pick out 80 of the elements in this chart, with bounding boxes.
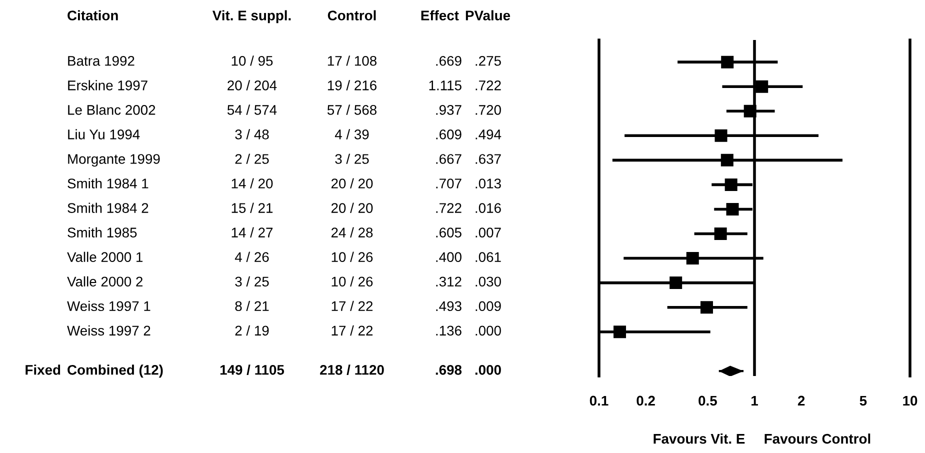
text: .009	[476, 301, 501, 312]
text: .722	[436, 203, 462, 213]
x-tick-label: 5	[860, 396, 867, 406]
text: .000	[476, 326, 501, 336]
x-tick-label: 0.2	[636, 396, 655, 406]
text: 15 / 21	[232, 202, 273, 213]
category-label: Weiss 1997 1	[67, 300, 150, 312]
text: Citation	[68, 10, 118, 20]
text: .609	[436, 130, 462, 140]
text: .493	[436, 301, 462, 312]
category-label: Valle 2000 1	[67, 252, 143, 262]
text: .136	[436, 326, 462, 336]
text: 3 / 25	[335, 154, 369, 164]
text: 1.115	[429, 80, 462, 90]
text: Favours Vit. E	[654, 434, 745, 444]
text: 19 / 216	[328, 80, 376, 90]
category-label: Smith 1984 2	[68, 202, 148, 213]
text: 10 / 26	[332, 276, 373, 287]
x-tick-label: 0.1	[590, 396, 608, 406]
text: .016	[476, 203, 501, 213]
text: .013	[476, 178, 501, 188]
text: 218 / 1120	[320, 364, 384, 375]
text: .494	[476, 130, 502, 140]
category-label: Combined (12)	[68, 364, 163, 378]
text: Favours Control	[764, 434, 870, 444]
text: 149 / 1105	[220, 364, 284, 375]
x-tick-label: 2	[798, 396, 805, 406]
text: .720	[476, 105, 501, 115]
text: 4 / 39	[334, 129, 369, 140]
text: 20 / 20	[331, 178, 373, 188]
text: .637	[476, 154, 501, 164]
category-label: Morgante 1999	[68, 154, 160, 167]
text: .707	[436, 178, 462, 188]
x-tick-label: 0.5	[698, 396, 717, 406]
category-label: Le Blanc 2002	[68, 104, 156, 115]
text: 24 / 28	[331, 227, 373, 238]
text: .061	[476, 252, 501, 262]
text: 20 / 20	[331, 202, 373, 213]
text: .007	[476, 228, 501, 238]
text: 3 / 25	[235, 276, 269, 287]
x-tick-label: 1	[752, 396, 758, 406]
text: 20 / 204	[228, 80, 277, 90]
category-label: Valle 2000 2	[67, 276, 142, 287]
text: .030	[476, 276, 501, 287]
text: .669	[436, 56, 462, 66]
text: 14 / 20	[232, 178, 273, 188]
text: .000	[475, 364, 501, 375]
text: 10 / 95	[232, 56, 273, 66]
category-label: Vit. E suppl.	[212, 10, 291, 24]
text: .722	[476, 80, 501, 90]
text: .400	[436, 252, 462, 262]
text: 17 / 22	[332, 300, 373, 312]
category-label: Weiss 1997 2	[67, 325, 150, 336]
category-label: Liu Yu 1994	[68, 129, 140, 140]
text: 10 / 26	[332, 252, 373, 262]
text: 8 / 21	[235, 300, 269, 312]
category-label: Smith 1985	[68, 227, 137, 238]
category-label: PValue	[466, 10, 510, 20]
text: .275	[476, 56, 501, 66]
category-label: Batra 1992	[68, 56, 134, 66]
category-label: Smith 1984 1	[68, 178, 148, 188]
category-label: Control	[328, 10, 376, 20]
text: .937	[436, 105, 462, 115]
text: 3 / 48	[235, 129, 269, 140]
x-tick-label: 10	[903, 396, 918, 406]
text: 17 / 22	[332, 325, 373, 336]
text: 2 / 19	[235, 325, 269, 336]
text: 17 / 108	[328, 56, 376, 66]
text: 4 / 26	[234, 252, 269, 262]
category-label: Erskine 1997	[68, 80, 148, 90]
text: 14 / 27	[232, 227, 273, 238]
text: .667	[436, 154, 462, 164]
text: .312	[436, 276, 462, 287]
category-label: Effect	[421, 10, 459, 20]
text: 2 / 25	[235, 154, 269, 164]
text: 57 / 568	[327, 104, 376, 115]
category-label: Fixed	[26, 364, 60, 375]
text: .698	[436, 364, 462, 375]
text: .605	[436, 228, 462, 238]
text: 54 / 574	[227, 104, 277, 115]
